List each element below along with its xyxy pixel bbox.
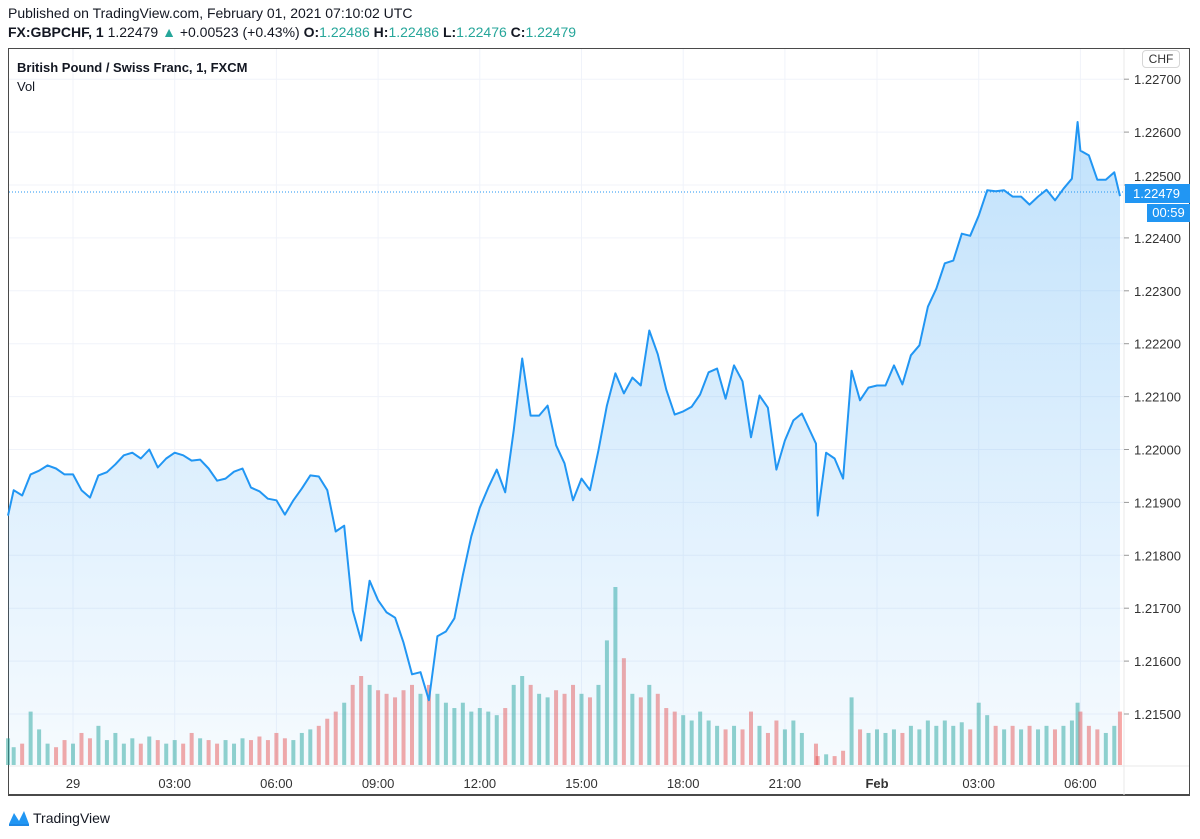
time-tick-label: 18:00 xyxy=(667,776,700,791)
symbol-summary: FX:GBPCHF, 1 1.22479 ▲ +0.00523 (+0.43%)… xyxy=(8,24,576,40)
price-area-fill xyxy=(8,122,1120,765)
chart-frame xyxy=(8,48,1190,796)
low-label: L: xyxy=(442,24,457,40)
published-caption: Published on TradingView.com, February 0… xyxy=(8,5,413,21)
time-tick-label: 12:00 xyxy=(464,776,497,791)
price-tick-label: 1.22200 xyxy=(1134,337,1181,352)
currency-badge[interactable]: CHF xyxy=(1142,50,1180,68)
price-tick-label: 1.21800 xyxy=(1134,548,1181,563)
open-value: 1.22486 xyxy=(319,24,370,40)
series-title: British Pound / Swiss Franc, 1, FXCM xyxy=(17,60,248,75)
price-change: +0.00523 (+0.43%) xyxy=(179,24,300,40)
price-tick-label: 1.21500 xyxy=(1134,707,1181,722)
close-label: C: xyxy=(510,24,526,40)
high-label: H: xyxy=(373,24,389,40)
triangle-up-icon: ▲ xyxy=(162,24,176,40)
time-tick-label: 09:00 xyxy=(362,776,395,791)
time-tick-label: 21:00 xyxy=(769,776,802,791)
open-label: O: xyxy=(303,24,320,40)
price-line xyxy=(7,121,1121,702)
price-tick-label: 1.22100 xyxy=(1134,390,1181,405)
time-tick-label: 03:00 xyxy=(158,776,191,791)
close-value: 1.22479 xyxy=(525,24,577,40)
time-tick-label: 15:00 xyxy=(565,776,598,791)
price-tick-label: 1.22300 xyxy=(1134,284,1181,299)
time-tick-label: 06:00 xyxy=(260,776,293,791)
time-tick-label: 06:00 xyxy=(1064,776,1097,791)
time-tick-label: 29 xyxy=(66,776,80,791)
low-value: 1.22476 xyxy=(456,24,507,40)
last-price: 1.22479 xyxy=(107,24,159,40)
tradingview-logo[interactable]: TradingView xyxy=(8,809,110,827)
price-tick-label: 1.21700 xyxy=(1134,601,1181,616)
price-tick-label: 1.22600 xyxy=(1134,125,1181,140)
high-value: 1.22486 xyxy=(388,24,440,40)
bar-countdown: 00:59 xyxy=(1147,204,1190,222)
price-tick-label: 1.21900 xyxy=(1134,495,1181,510)
price-tick-label: 1.22700 xyxy=(1134,72,1181,87)
price-tick-label: 1.22400 xyxy=(1134,231,1181,246)
volume-legend: Vol xyxy=(17,79,36,94)
time-axis: 29 03:00 06:00 09:00 12:00 15:00 18:00 21:00 Feb… xyxy=(66,776,1097,791)
time-tick-label: Feb xyxy=(865,776,888,791)
price-tick-label: 1.22500 xyxy=(1134,169,1181,184)
price-tick-label: 1.21600 xyxy=(1134,654,1181,669)
price-tick-label: 1.22000 xyxy=(1134,443,1181,458)
tradingview-logo-icon xyxy=(9,811,29,826)
symbol-label: FX:GBPCHF, 1 xyxy=(8,24,104,40)
price-axis: 1.21500 1.21600 1.21700 1.21800 1.21900 1.220… xyxy=(1124,72,1181,722)
logo-text: TradingView xyxy=(33,810,111,826)
time-tick-label: 03:00 xyxy=(962,776,995,791)
last-price-label: 1.22479 xyxy=(1125,184,1190,203)
